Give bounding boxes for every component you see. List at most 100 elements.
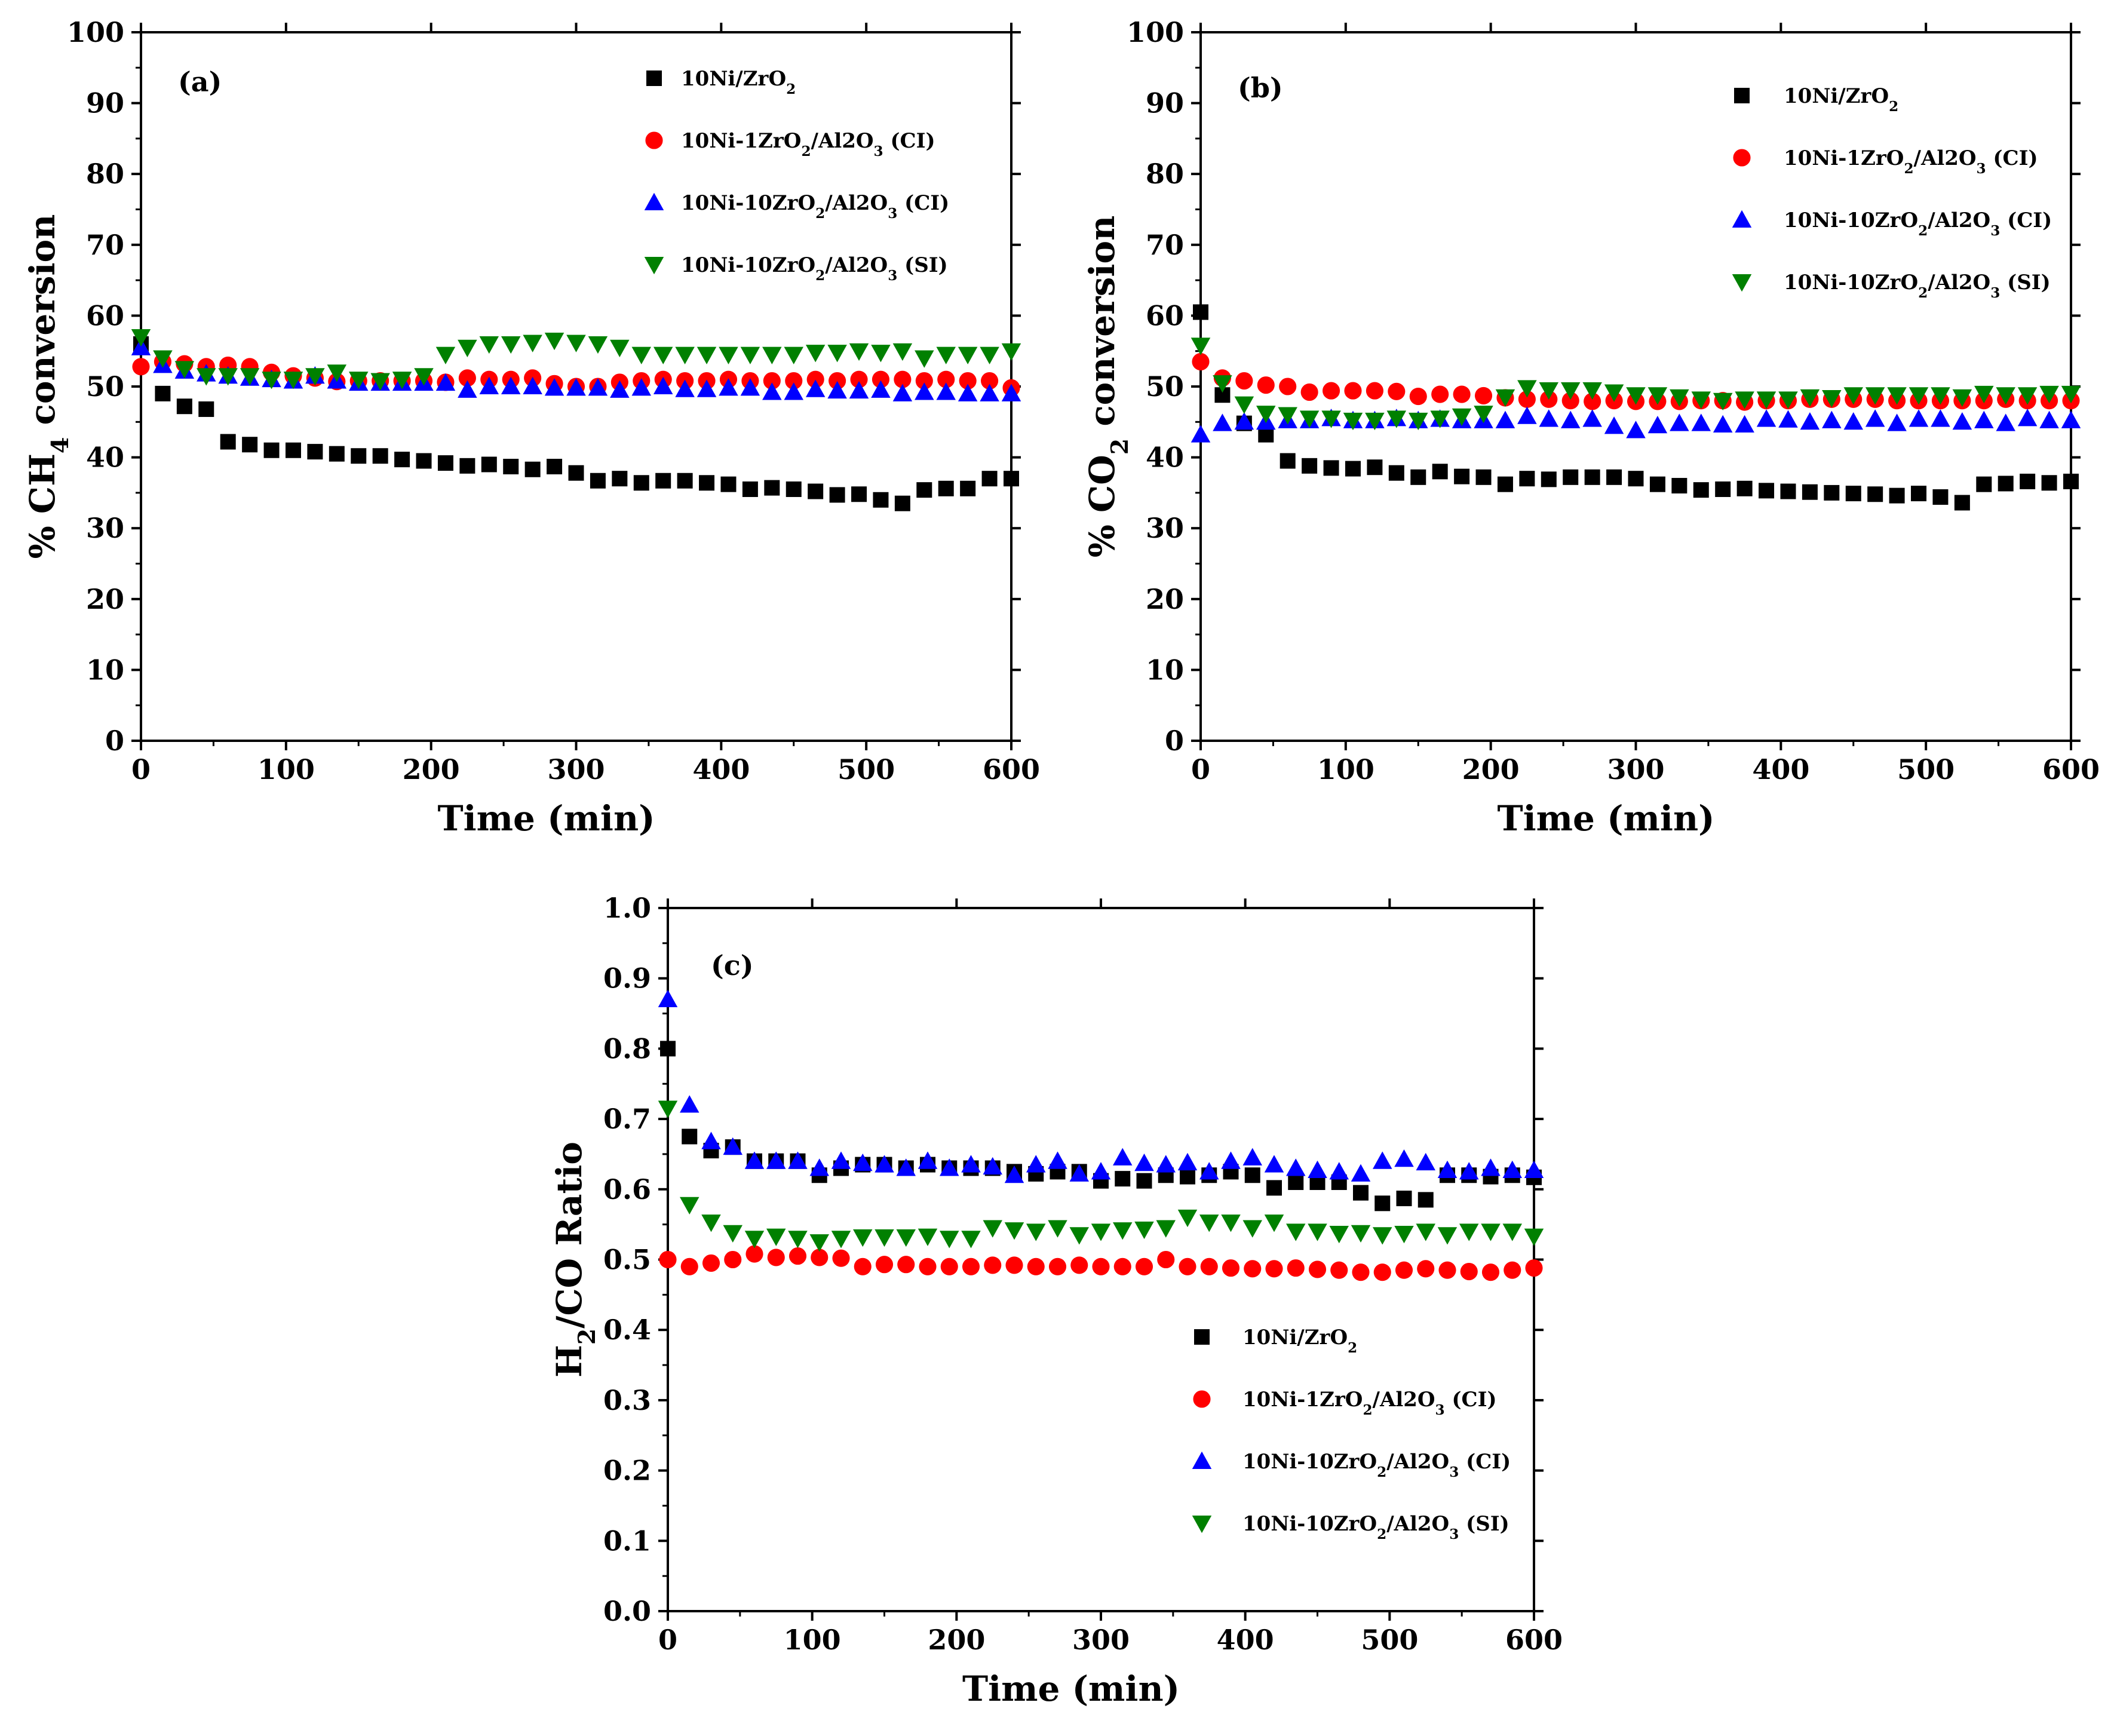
- legend-marker: [1193, 1390, 1211, 1408]
- data-point: [940, 1231, 959, 1249]
- y-tick-label: 10: [86, 654, 124, 686]
- data-point: [1213, 375, 1232, 393]
- data-point: [1454, 468, 1470, 484]
- data-point: [1647, 415, 1668, 434]
- data-point: [915, 350, 934, 368]
- y-tick-label: 40: [1146, 441, 1184, 474]
- data-point: [1287, 1259, 1305, 1277]
- data-point: [1756, 409, 1777, 427]
- data-point: [788, 1151, 808, 1169]
- data-point: [1302, 458, 1318, 474]
- data-point: [1373, 1151, 1392, 1169]
- data-point: [414, 368, 434, 386]
- y-tick-label: 0.8: [603, 1032, 651, 1065]
- y-axis-title: % CH4 conversion: [22, 214, 74, 559]
- legend-label: 10Ni/ZrO2: [681, 67, 796, 97]
- data-point: [958, 384, 978, 401]
- x-axis-title: Time (min): [962, 1668, 1180, 1709]
- x-tick-label: 500: [1361, 1624, 1418, 1656]
- data-point: [263, 442, 280, 458]
- legend-label: 10Ni-10ZrO2/Al2O3 (SI): [1784, 271, 2051, 301]
- data-point: [176, 398, 192, 415]
- data-point: [503, 459, 519, 475]
- data-point: [892, 343, 913, 361]
- legend-marker: [1192, 1451, 1212, 1469]
- data-point: [962, 1257, 980, 1275]
- y-tick-label: 1.0: [603, 892, 651, 924]
- y-tick-label: 0: [105, 725, 124, 757]
- data-point: [458, 380, 477, 398]
- data-point: [566, 335, 586, 352]
- y-tick-label: 30: [1146, 512, 1184, 544]
- legend-label: 10Ni-10ZrO2/Al2O3 (SI): [1242, 1512, 1509, 1542]
- data-point: [1889, 487, 1905, 504]
- data-point: [1800, 412, 1820, 430]
- data-point: [918, 1228, 938, 1246]
- data-point: [547, 459, 563, 475]
- x-tick-label: 200: [928, 1624, 985, 1656]
- data-point: [872, 370, 890, 388]
- data-point: [806, 370, 824, 388]
- data-point: [1584, 469, 1600, 485]
- data-point: [2061, 385, 2081, 404]
- data-point: [1974, 385, 1994, 404]
- data-point: [2020, 473, 2036, 489]
- data-point: [1244, 1167, 1260, 1183]
- data-point: [1135, 1257, 1153, 1275]
- data-point: [1221, 1151, 1241, 1169]
- data-point: [1343, 412, 1363, 431]
- legend-label: 10Ni-1ZrO2/Al2O3 (CI): [1784, 146, 2038, 177]
- data-point: [197, 368, 216, 386]
- data-point: [1048, 1220, 1067, 1238]
- data-point: [1932, 489, 1949, 505]
- data-point: [1495, 389, 1515, 407]
- series-2: [658, 989, 1544, 1183]
- data-point: [1504, 1261, 1521, 1279]
- data-point: [767, 1249, 785, 1266]
- legend-label: 10Ni-10ZrO2/Al2O3 (CI): [1242, 1450, 1511, 1480]
- data-point: [1495, 410, 1515, 428]
- data-point: [1474, 406, 1493, 424]
- data-point: [1373, 1227, 1392, 1245]
- x-tick-label: 600: [2042, 753, 2100, 786]
- data-point: [875, 1256, 894, 1274]
- data-point: [544, 378, 564, 396]
- data-point: [744, 1231, 765, 1249]
- data-point: [1199, 1214, 1219, 1232]
- data-point: [809, 1158, 829, 1176]
- data-point: [829, 487, 845, 503]
- data-point: [568, 465, 584, 481]
- x-tick-label: 600: [1505, 1624, 1563, 1656]
- data-point: [1474, 387, 1493, 404]
- data-point: [1091, 1162, 1111, 1180]
- data-point: [1200, 1257, 1218, 1275]
- data-point: [2041, 475, 2057, 491]
- data-point: [2017, 409, 2038, 427]
- legend-marker: [1194, 1329, 1210, 1345]
- data-point: [524, 461, 541, 477]
- data-point: [680, 1257, 698, 1275]
- data-point: [762, 382, 782, 400]
- data-point: [155, 385, 171, 401]
- data-point: [1256, 406, 1276, 424]
- data-point: [372, 448, 388, 464]
- data-point: [1996, 413, 2015, 431]
- data-point: [980, 346, 999, 364]
- chart-panel-b: 0 100 200 300 400 500 600 0 10 20 30 40 50 60 70 80 90 10…: [1082, 16, 2100, 839]
- data-point: [1759, 483, 1775, 499]
- data-point: [1180, 1168, 1195, 1185]
- data-point: [1396, 1191, 1412, 1207]
- y-tick-label: 0.1: [603, 1525, 651, 1557]
- data-point: [961, 1231, 981, 1249]
- data-point: [1409, 412, 1428, 431]
- y-tick-label: 10: [1146, 654, 1184, 686]
- data-point: [1193, 304, 1208, 320]
- panel-label: (c): [711, 949, 754, 982]
- data-point: [1437, 1227, 1458, 1245]
- y-axis-title: % CO2 conversion: [1082, 216, 1134, 558]
- data-point: [788, 1247, 807, 1265]
- legend: 10Ni/ZrO2 10Ni-1ZrO2/Al2O3 (CI) 10Ni-10ZrO…: [644, 67, 949, 284]
- data-point: [1998, 476, 2014, 492]
- data-point: [961, 1155, 981, 1173]
